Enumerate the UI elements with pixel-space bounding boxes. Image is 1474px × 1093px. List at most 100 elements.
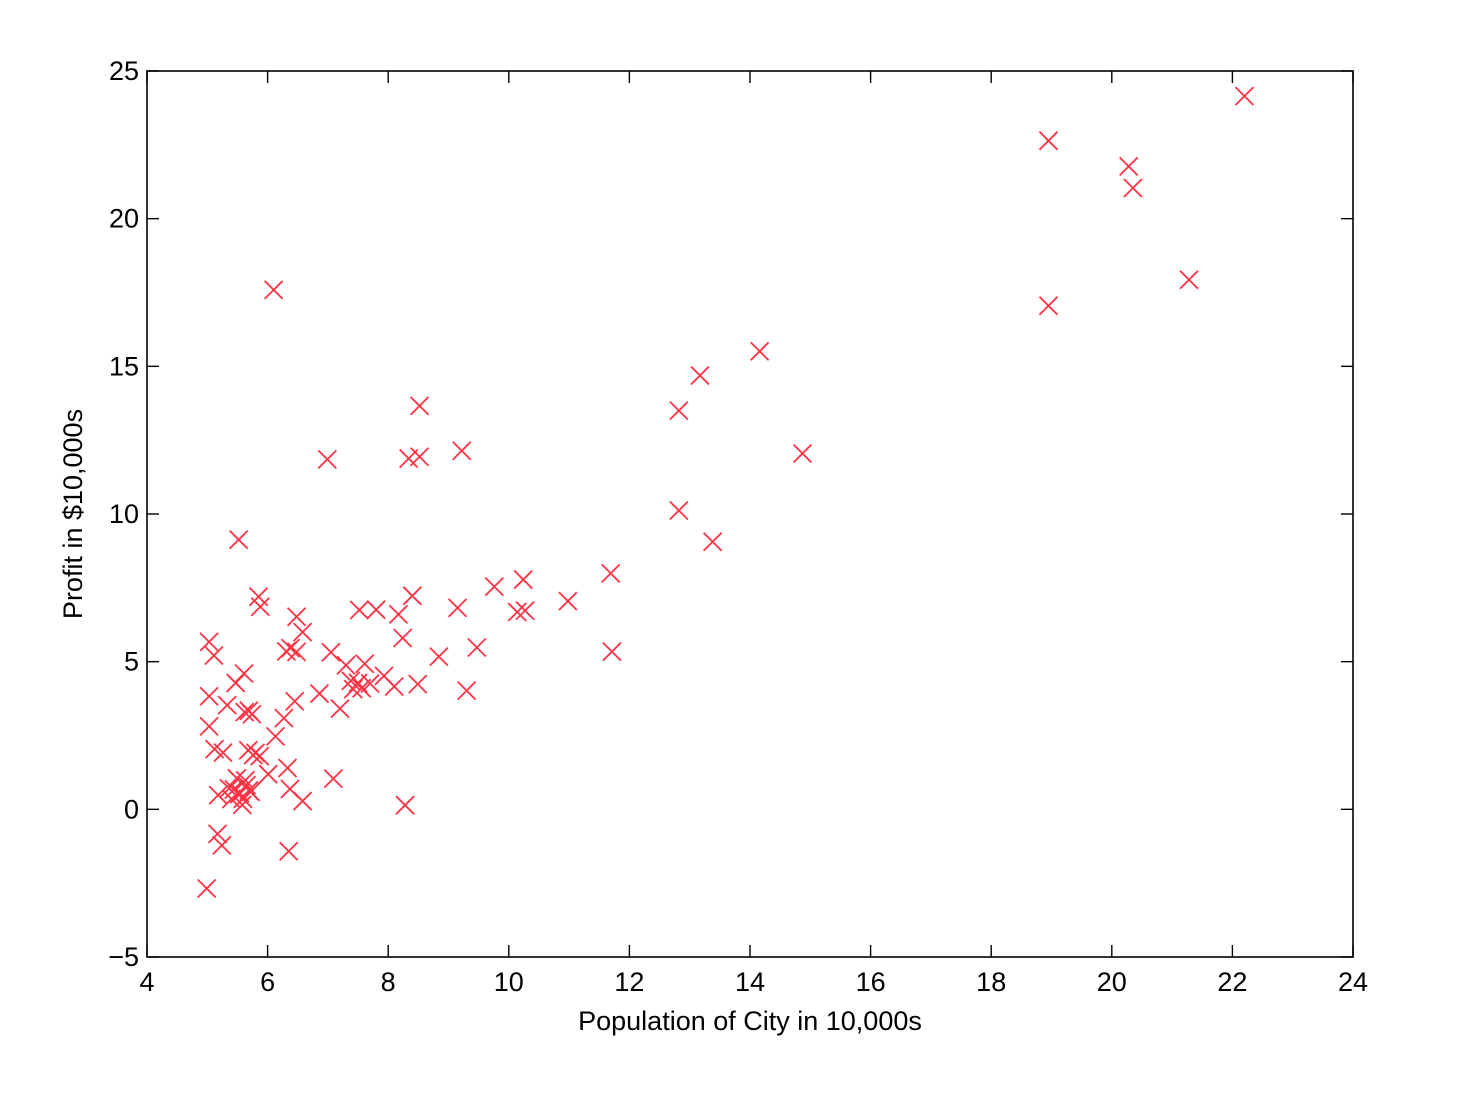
data-point-marker: [207, 824, 228, 844]
data-point-marker: [395, 795, 415, 815]
data-point-marker: [1123, 178, 1143, 198]
data-point-marker: [245, 743, 266, 763]
data-point-marker: [515, 600, 535, 621]
data-point-marker: [309, 683, 330, 704]
x-tick-label: 22: [1217, 967, 1247, 997]
data-point-marker: [1234, 86, 1255, 106]
data-point-marker: [263, 280, 284, 300]
data-point-marker: [277, 758, 298, 778]
data-point-marker: [669, 400, 689, 421]
data-point-marker: [330, 698, 350, 719]
x-tick-labels: 4 6 8 10 12 14 16 18 20 22 24: [139, 967, 1368, 997]
data-point-marker: [1038, 296, 1059, 316]
data-point-marker: [366, 600, 386, 620]
axes-frame: [146, 70, 1354, 958]
x-tick-label: 20: [1097, 967, 1127, 997]
y-tick-label: 25: [109, 56, 139, 86]
data-point-marker: [239, 780, 259, 801]
x-tick-label: 18: [976, 967, 1006, 997]
data-point-marker: [702, 532, 723, 552]
data-point-marker: [279, 841, 299, 861]
data-point-marker: [317, 449, 337, 469]
x-tick-label: 14: [735, 967, 765, 997]
data-point-marker: [336, 655, 356, 675]
data-point-marker: [258, 764, 278, 784]
data-point-marker: [429, 647, 449, 667]
data-point-marker: [360, 673, 380, 694]
data-point-marker: [447, 598, 468, 618]
data-point-marker: [208, 785, 228, 805]
data-point-marker: [355, 654, 375, 674]
data-point-marker: [280, 638, 301, 658]
data-point-marker: [384, 676, 404, 697]
data-point-marker: [558, 591, 578, 611]
x-tick-label: 8: [381, 967, 396, 997]
x-tick-label: 24: [1338, 967, 1368, 997]
data-point-marker: [285, 691, 305, 711]
data-point-marker: [199, 632, 219, 652]
data-point-marker: [1179, 270, 1199, 290]
data-point-marker: [232, 795, 252, 815]
data-point-marker: [409, 447, 430, 467]
data-point-marker: [199, 686, 219, 706]
data-point-marker: [388, 604, 409, 625]
data-point-marker: [513, 569, 533, 590]
data-point-marker: [199, 716, 219, 736]
x-tick-label: 4: [139, 967, 154, 997]
data-point-marker: [452, 441, 472, 461]
data-point-marker: [1119, 156, 1139, 177]
data-point-marker: [409, 396, 430, 416]
tick-marks: [146, 70, 1354, 958]
data-point-marker: [226, 673, 246, 693]
y-tick-label: 5: [124, 647, 139, 677]
data-point-marker: [484, 577, 504, 597]
y-tick-label: 10: [109, 499, 139, 529]
data-point-marker: [217, 695, 237, 715]
data-point-marker: [690, 365, 710, 386]
data-point-marker: [197, 878, 217, 899]
data-point-marker: [408, 674, 428, 694]
data-point-marker: [321, 642, 341, 662]
data-point-marker: [235, 702, 255, 722]
y-tick-labels: −5 0 5 10 15 20 25: [108, 56, 139, 972]
data-point-marker: [286, 607, 307, 627]
data-point-marker: [467, 637, 487, 658]
y-tick-label: 15: [109, 351, 139, 381]
x-tick-label: 16: [856, 967, 886, 997]
data-point-marker: [235, 770, 255, 791]
data-point-marker: [213, 742, 233, 763]
data-point-marker: [323, 768, 343, 789]
data-point-marker: [750, 341, 770, 361]
data-point-marker: [456, 680, 477, 701]
y-axis-label: Profit in $10,000s: [58, 409, 88, 619]
data-point-marker: [212, 835, 232, 856]
data-point-marker: [229, 530, 249, 550]
x-tick-label: 10: [494, 967, 524, 997]
data-point-marker: [250, 597, 271, 617]
data-point-marker: [343, 679, 363, 699]
data-point-marker: [602, 641, 622, 662]
x-axis-label: Population of City in 10,000s: [578, 1006, 922, 1036]
y-tick-label: 0: [124, 794, 139, 824]
data-point-marker: [669, 500, 689, 521]
y-tick-label: 20: [109, 204, 139, 234]
x-tick-label: 12: [614, 967, 644, 997]
data-point-marker: [292, 791, 313, 811]
data-point-marker: [349, 600, 369, 620]
data-point-marker: [286, 642, 307, 662]
data-point-marker: [242, 704, 262, 724]
x-tick-label: 6: [260, 967, 275, 997]
data-points: [197, 86, 1255, 899]
data-point-marker: [274, 708, 294, 728]
data-point-marker: [393, 628, 413, 648]
data-point-marker: [1038, 131, 1059, 151]
data-point-marker: [292, 622, 313, 642]
data-point-marker: [792, 443, 813, 464]
data-point-marker: [601, 563, 621, 583]
data-point-marker: [221, 789, 242, 809]
data-point-marker: [402, 586, 422, 606]
y-tick-label: −5: [108, 942, 139, 972]
data-point-marker: [507, 602, 527, 622]
